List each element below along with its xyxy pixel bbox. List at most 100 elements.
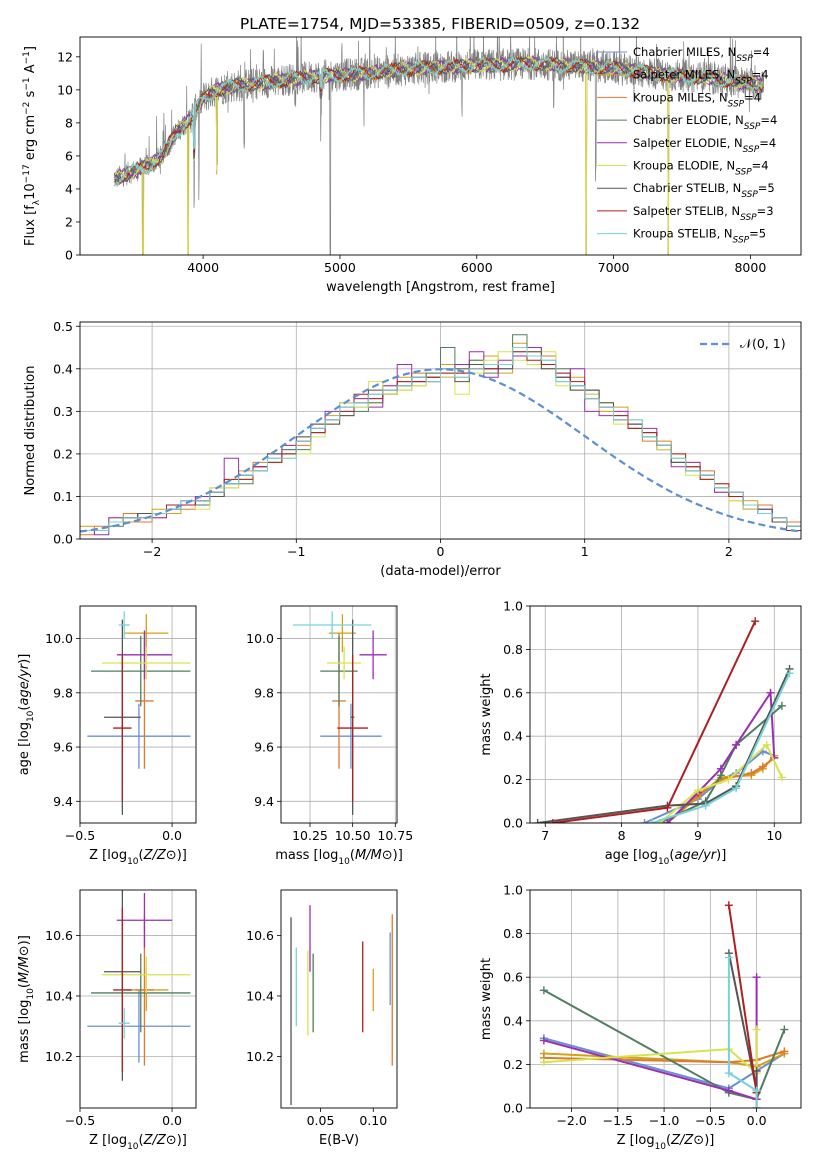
x-axis-label: (data-model)/error xyxy=(380,564,501,579)
weight-marker xyxy=(539,1036,548,1045)
weight-marker xyxy=(693,786,702,795)
y-tick-label: 10.4 xyxy=(246,988,274,1003)
y-tick-label: 10 xyxy=(57,82,73,97)
y-tick-label: 0.1 xyxy=(53,489,73,504)
y-tick-label: 10.6 xyxy=(246,928,274,943)
legend-label: Salpeter ELODIE, NSSP=4 xyxy=(633,136,776,155)
y-tick-label: 0.8 xyxy=(503,642,523,657)
weight-marker xyxy=(663,819,672,823)
y-axis-label: Normed distribution xyxy=(23,366,38,496)
y-tick-label: 0.3 xyxy=(53,404,73,419)
legend-label: Salpeter MILES, NSSP=4 xyxy=(633,68,769,87)
weight-marker xyxy=(724,953,733,962)
weight-vs-age-panel: 7 8 9 10 0.0 0.2 0.4 0.6 0.8 1.0 age [log10(age/yr… xyxy=(479,599,802,867)
weight-series-line xyxy=(543,977,758,1101)
error-bar-point xyxy=(118,1008,130,1039)
weight-series-line xyxy=(543,1052,785,1068)
weight-series xyxy=(648,669,794,823)
y-tick-label: 0.6 xyxy=(503,970,523,985)
x-tick-label: 0.05 xyxy=(307,1113,335,1128)
y-tick-label: 0.0 xyxy=(503,816,523,831)
spectrum-legend: Chabrier MILES, NSSP=4 Salpeter MILES, NS… xyxy=(597,45,777,246)
legend-label: Kroupa STELIB, NSSP=5 xyxy=(633,227,766,246)
x-tick-label: 0.0 xyxy=(747,1113,767,1128)
error-bar-point xyxy=(91,635,191,707)
weight-marker xyxy=(548,819,557,823)
error-bar-point xyxy=(124,614,169,653)
x-tick-label: 7000 xyxy=(598,260,630,275)
model-spectrum-line xyxy=(113,54,764,180)
weight-series-line xyxy=(651,672,791,823)
weight-marker xyxy=(766,688,775,697)
weight-series-line xyxy=(666,757,775,823)
y-tick-label: 0.2 xyxy=(503,772,523,787)
plot-area xyxy=(539,901,789,1108)
y-tick-label: 10.0 xyxy=(45,631,73,646)
x-tick-label: 0.0 xyxy=(162,828,182,843)
error-bar-point xyxy=(359,630,387,680)
age-vs-mass-panel: 10.25 10.50 10.75 9.4 9.6 9.8 10.0 mass [log10(… xyxy=(246,605,413,867)
y-tick-label: 0.4 xyxy=(53,361,73,376)
y-tick-label: 9.4 xyxy=(254,794,274,809)
x-tick-label: 0 xyxy=(437,544,445,559)
x-tick-label: 10 xyxy=(766,828,782,843)
error-bar-point xyxy=(113,654,132,802)
error-bar-point xyxy=(337,654,368,802)
x-tick-label: 10.75 xyxy=(377,828,413,843)
weight-marker xyxy=(752,1086,761,1095)
legend-label: Chabrier STELIB, NSSP=5 xyxy=(633,181,775,200)
error-bar-point xyxy=(116,893,173,948)
error-bar-point xyxy=(118,611,130,639)
legend-label: Kroupa MILES, NSSP=4 xyxy=(633,90,761,109)
mass-vs-ebv-panel: 0.05 0.10 10.2 10.4 10.6 E(B-V) xyxy=(246,889,398,1148)
weight-series xyxy=(663,751,779,823)
model-spectrum-line xyxy=(113,57,764,255)
spectrum-panel: 4000 5000 6000 7000 8000 0 2 4 6 8 10 12 wavelength … xyxy=(22,36,802,295)
weight-marker xyxy=(752,973,761,982)
plot-area xyxy=(80,334,801,536)
axes-frame xyxy=(79,36,802,256)
weight-series-line xyxy=(543,1029,758,1076)
y-axis-label: Flux [fλ10−17 erg cm−2 s−1 A−1] xyxy=(22,46,42,246)
x-tick-label: −0.5 xyxy=(65,1113,95,1128)
plot-area xyxy=(87,611,191,815)
error-bar-point xyxy=(320,703,382,769)
x-axis-label: E(B-V) xyxy=(319,1133,359,1148)
weight-marker xyxy=(780,1047,789,1056)
age-vs-metallicity-panel: −0.5 0.0 9.4 9.6 9.8 10.0 Z [log10(Z/Z⊙)] age [… xyxy=(17,605,197,867)
weight-marker xyxy=(701,801,710,810)
model-spectrum-line xyxy=(114,55,764,186)
x-tick-label: 9 xyxy=(694,828,702,843)
weight-marker xyxy=(533,819,542,823)
weight-marker xyxy=(724,1069,733,1078)
axes-frame xyxy=(280,889,398,1109)
weight-series-line xyxy=(666,689,776,823)
weight-marker xyxy=(663,803,672,812)
error-bar-point xyxy=(87,703,191,769)
x-tick-label: −1 xyxy=(287,544,305,559)
plot-area xyxy=(113,37,765,255)
weight-marker xyxy=(751,617,760,626)
weight-marker xyxy=(785,669,794,678)
legend-label: Chabrier MILES, NSSP=4 xyxy=(633,45,770,64)
x-axis-label: wavelength [Angstrom, rest frame] xyxy=(326,280,555,295)
axes-frame xyxy=(280,605,398,824)
weight-marker xyxy=(758,762,767,771)
weight-marker xyxy=(752,1104,761,1108)
weight-series-line xyxy=(543,989,786,1101)
weight-marker xyxy=(752,1025,761,1034)
weight-marker xyxy=(732,784,741,793)
weight-marker xyxy=(747,769,756,778)
y-tick-label: 0.4 xyxy=(503,1013,523,1028)
x-tick-label: 5000 xyxy=(324,260,356,275)
x-axis-label: mass [log10(M/M⊙)] xyxy=(275,848,403,867)
x-tick-label: 1 xyxy=(581,544,589,559)
x-axis-label: Z [log10(Z/Z⊙)] xyxy=(89,848,187,867)
weight-series xyxy=(533,664,794,823)
weight-marker xyxy=(780,1025,789,1034)
y-tick-label: 9.6 xyxy=(53,740,73,755)
plot-area xyxy=(290,905,393,1105)
y-tick-label: 0.2 xyxy=(503,1057,523,1072)
error-bar-point xyxy=(116,630,173,680)
y-tick-label: 0.0 xyxy=(503,1101,523,1116)
